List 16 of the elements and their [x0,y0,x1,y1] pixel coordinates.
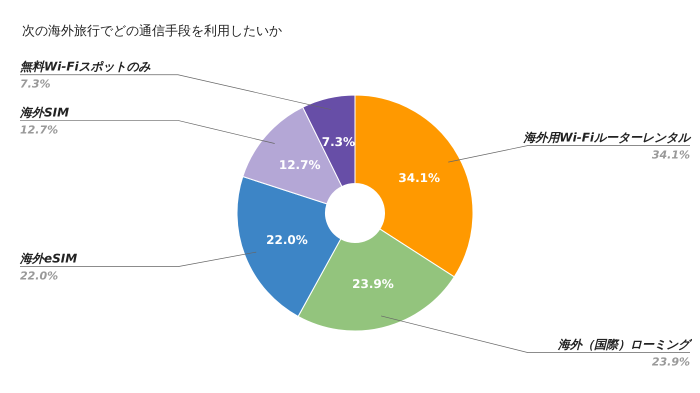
slice-label: 海外（国際）ローミング [557,338,693,352]
text: 7.3% [322,134,356,149]
text: 12.7% [278,158,320,172]
text: 22.0% [266,232,308,247]
text: 23.9% [352,276,394,291]
data-label: 23.9% [652,356,690,369]
slice-label: 海外eSIM [19,252,78,266]
slice-label: 海外用Wi-Fiルーターレンタル [522,130,692,145]
data-label: 34.1% [652,148,690,162]
data-label: 7.3% [20,78,51,91]
slice-label: 無料Wi-Fiスポットのみ [20,60,152,74]
text: 34.1% [398,170,440,185]
data-label: 12.7% [20,123,58,136]
chart-title: 次の海外旅行でどの通信手段を利用したいか [22,23,282,40]
slice-label: 海外SIM [19,105,70,120]
data-label: 22.0% [20,270,58,283]
